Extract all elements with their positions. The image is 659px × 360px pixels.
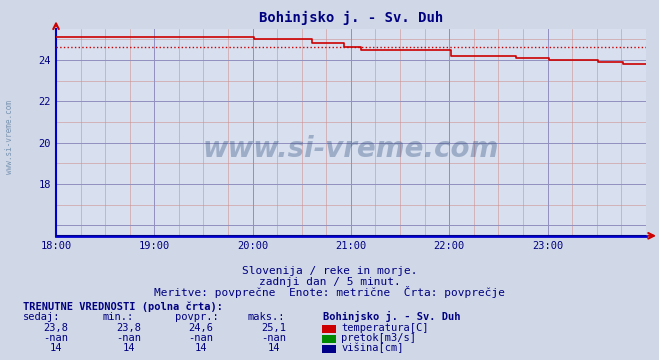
Text: Slovenija / reke in morje.: Slovenija / reke in morje. <box>242 266 417 276</box>
Text: 23,8: 23,8 <box>116 323 141 333</box>
Text: 14: 14 <box>123 343 134 354</box>
Text: 14: 14 <box>195 343 207 354</box>
Text: Meritve: povprečne  Enote: metrične  Črta: povprečje: Meritve: povprečne Enote: metrične Črta:… <box>154 286 505 298</box>
Text: 25,1: 25,1 <box>261 323 286 333</box>
Text: www.si-vreme.com: www.si-vreme.com <box>203 135 499 163</box>
Text: -nan: -nan <box>188 333 214 343</box>
Text: pretok[m3/s]: pretok[m3/s] <box>341 333 416 343</box>
Title: Bohinjsko j. - Sv. Duh: Bohinjsko j. - Sv. Duh <box>259 11 443 25</box>
Text: višina[cm]: višina[cm] <box>341 343 404 354</box>
Text: 23,8: 23,8 <box>43 323 69 333</box>
Text: -nan: -nan <box>43 333 69 343</box>
Text: -nan: -nan <box>116 333 141 343</box>
Text: -nan: -nan <box>261 333 286 343</box>
Text: temperatura[C]: temperatura[C] <box>341 323 429 333</box>
Text: povpr.:: povpr.: <box>175 312 218 323</box>
Text: min.:: min.: <box>102 312 133 323</box>
Text: www.si-vreme.com: www.si-vreme.com <box>5 100 14 174</box>
Text: 14: 14 <box>268 343 279 354</box>
Text: maks.:: maks.: <box>247 312 285 323</box>
Text: Bohinjsko j. - Sv. Duh: Bohinjsko j. - Sv. Duh <box>323 311 461 323</box>
Text: 14: 14 <box>50 343 62 354</box>
Text: zadnji dan / 5 minut.: zadnji dan / 5 minut. <box>258 277 401 287</box>
Text: 24,6: 24,6 <box>188 323 214 333</box>
Text: TRENUTNE VREDNOSTI (polna črta):: TRENUTNE VREDNOSTI (polna črta): <box>23 301 223 312</box>
Text: sedaj:: sedaj: <box>23 312 61 323</box>
